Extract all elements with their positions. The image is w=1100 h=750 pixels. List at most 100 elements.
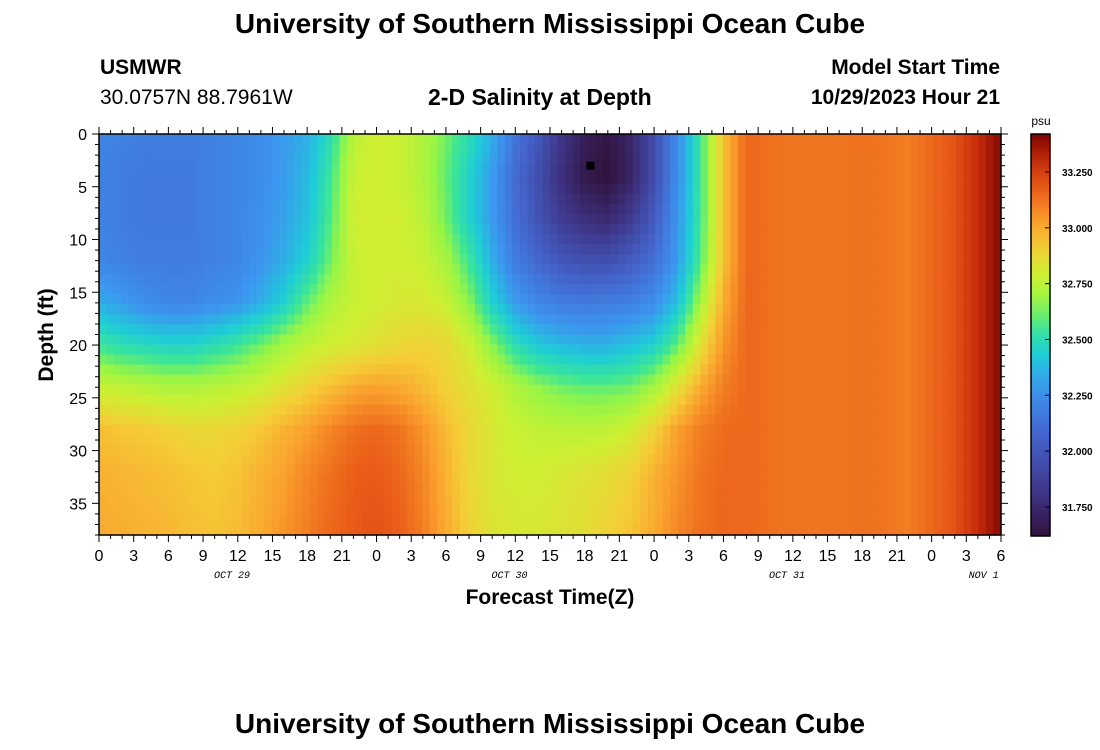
heatmap-cell xyxy=(737,144,747,155)
heatmap-cell xyxy=(264,444,273,456)
heatmap-cell xyxy=(414,274,423,285)
heatmap-cell xyxy=(888,434,897,446)
heatmap-cell xyxy=(324,144,333,155)
heatmap-cell xyxy=(294,474,303,486)
heatmap-cell xyxy=(121,514,130,526)
heatmap-cell xyxy=(565,264,574,275)
heatmap-cell xyxy=(722,234,731,245)
heatmap-cell xyxy=(384,274,393,285)
heatmap-cell xyxy=(234,204,243,215)
heatmap-cell xyxy=(933,494,942,506)
heatmap-cell xyxy=(850,144,859,155)
heatmap-cell xyxy=(813,424,822,436)
heatmap-cell xyxy=(309,304,318,316)
heatmap-cell xyxy=(978,224,987,235)
heatmap-cell xyxy=(189,454,198,466)
heatmap-cell xyxy=(625,334,634,346)
heatmap-cell xyxy=(865,384,874,396)
heatmap-cell xyxy=(474,154,483,165)
heatmap-cell xyxy=(970,364,980,376)
heatmap-cell xyxy=(918,404,927,416)
heatmap-cell xyxy=(550,304,559,316)
heatmap-cell xyxy=(617,374,626,386)
heatmap-cell xyxy=(519,154,529,165)
heatmap-cell xyxy=(106,394,115,406)
heatmap-cell xyxy=(580,294,589,306)
heatmap-cell xyxy=(429,174,438,185)
heatmap-cell xyxy=(993,154,1002,165)
heatmap-cell xyxy=(534,514,544,526)
heatmap-cell xyxy=(482,484,491,496)
heatmap-cell xyxy=(264,374,273,386)
heatmap-cell xyxy=(204,144,213,155)
heatmap-cell xyxy=(159,434,168,446)
heatmap-cell xyxy=(933,414,942,426)
heatmap-cell xyxy=(910,174,919,185)
heatmap-cell xyxy=(219,454,228,466)
heatmap-cell xyxy=(805,474,814,486)
heatmap-cell xyxy=(685,374,694,386)
heatmap-cell xyxy=(534,234,544,245)
heatmap-cell xyxy=(565,184,574,195)
heatmap-cell xyxy=(767,344,777,356)
heatmap-cell xyxy=(301,514,311,526)
heatmap-cell xyxy=(963,424,972,436)
heatmap-cell xyxy=(189,364,198,376)
heatmap-cell xyxy=(106,424,115,436)
heatmap-cell xyxy=(715,184,724,195)
heatmap-cell xyxy=(354,164,363,175)
heatmap-cell xyxy=(129,504,138,516)
heatmap-cell xyxy=(324,204,333,215)
heatmap-cell xyxy=(745,354,754,366)
heatmap-cell xyxy=(279,504,288,516)
heatmap-cell xyxy=(309,174,318,185)
heatmap-cell xyxy=(444,454,453,466)
heatmap-cell xyxy=(151,244,160,255)
heatmap-cell xyxy=(354,454,363,466)
heatmap-cell xyxy=(970,334,980,346)
heatmap-cell xyxy=(888,324,897,336)
heatmap-cell xyxy=(978,184,987,195)
heatmap-cell xyxy=(685,524,694,536)
heatmap-cell xyxy=(429,444,438,456)
heatmap-cell xyxy=(933,244,942,255)
heatmap-cell xyxy=(407,464,416,476)
heatmap-cell xyxy=(324,334,333,346)
heatmap-cell xyxy=(181,484,190,496)
heatmap-cell xyxy=(700,384,709,396)
heatmap-cell xyxy=(121,454,130,466)
heatmap-cell xyxy=(783,404,792,416)
heatmap-cell xyxy=(444,354,453,366)
heatmap-cell xyxy=(474,344,483,356)
heatmap-cell xyxy=(707,484,716,496)
heatmap-cell xyxy=(970,164,980,175)
heatmap-cell xyxy=(948,394,957,406)
heatmap-cell xyxy=(692,374,701,386)
heatmap-cell xyxy=(783,394,792,406)
heatmap-cell xyxy=(136,344,145,356)
heatmap-cell xyxy=(309,504,318,516)
heatmap-cell xyxy=(752,464,762,476)
heatmap-cell xyxy=(99,404,108,416)
heatmap-cell xyxy=(211,164,220,175)
heatmap-cell xyxy=(542,284,551,296)
heatmap-cell xyxy=(181,264,190,275)
heatmap-cell xyxy=(655,254,664,265)
heatmap-cell xyxy=(151,384,160,396)
heatmap-cell xyxy=(249,504,258,516)
heatmap-cell xyxy=(963,344,972,356)
heatmap-cell xyxy=(181,234,190,245)
heatmap-cell xyxy=(256,334,265,346)
heatmap-cell xyxy=(940,324,949,336)
heatmap-cell xyxy=(655,404,664,416)
heatmap-cell xyxy=(99,324,108,336)
heatmap-cell xyxy=(670,434,679,446)
heatmap-cell xyxy=(219,464,228,476)
heatmap-cell xyxy=(542,494,551,506)
heatmap-cell xyxy=(204,374,213,386)
heatmap-cell xyxy=(527,414,536,426)
heatmap-cell xyxy=(99,354,108,366)
heatmap-cell xyxy=(474,164,483,175)
heatmap-cell xyxy=(129,374,138,386)
heatmap-cell xyxy=(978,324,987,336)
